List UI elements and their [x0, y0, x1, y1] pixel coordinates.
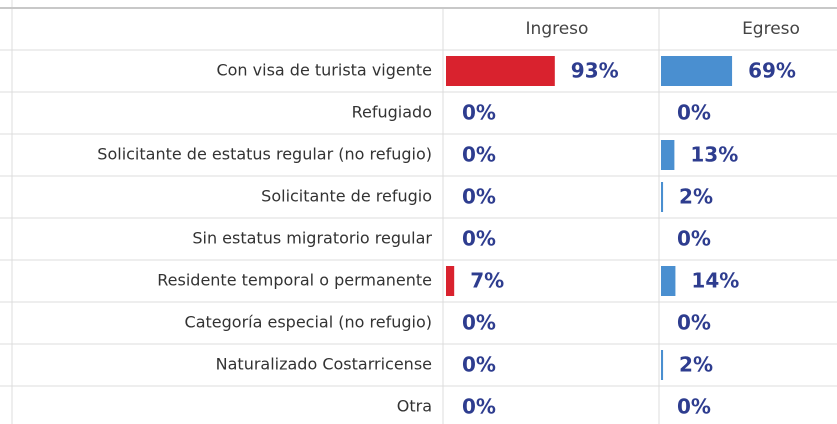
value-label: 0% — [462, 185, 496, 209]
value-label: 2% — [679, 185, 713, 209]
data-bar — [661, 350, 664, 380]
value-label: 0% — [462, 227, 496, 251]
row-label: Categoría especial (no refugio) — [185, 313, 432, 332]
row-label: Refugiado — [352, 103, 432, 122]
value-label: 2% — [679, 353, 713, 377]
value-label: 0% — [462, 353, 496, 377]
data-bar — [661, 140, 675, 170]
column-header: Ingreso — [526, 19, 589, 39]
value-label: 14% — [691, 269, 739, 293]
row-label: Con visa de turista vigente — [216, 61, 432, 80]
data-bar — [661, 182, 664, 212]
row-label: Sin estatus migratorio regular — [192, 229, 432, 248]
value-label: 0% — [677, 395, 711, 419]
value-label: 93% — [571, 59, 619, 83]
row-label: Solicitante de estatus regular (no refug… — [97, 145, 432, 164]
value-label: 0% — [462, 395, 496, 419]
value-label: 0% — [677, 227, 711, 251]
value-label: 0% — [462, 101, 496, 125]
value-label: 0% — [462, 143, 496, 167]
data-bar — [661, 56, 733, 86]
value-label: 0% — [462, 311, 496, 335]
row-label: Solicitante de refugio — [261, 187, 432, 206]
row-label: Residente temporal o permanente — [157, 271, 432, 290]
row-label: Naturalizado Costarricense — [216, 355, 432, 374]
value-label: 13% — [690, 143, 738, 167]
data-bar — [446, 56, 555, 86]
row-label: Otra — [397, 397, 432, 416]
data-bar — [446, 266, 455, 296]
value-label: 7% — [470, 269, 504, 293]
column-header: Egreso — [742, 19, 800, 39]
value-label: 69% — [748, 59, 796, 83]
data-bar — [661, 266, 676, 296]
value-label: 0% — [677, 101, 711, 125]
value-label: 0% — [677, 311, 711, 335]
